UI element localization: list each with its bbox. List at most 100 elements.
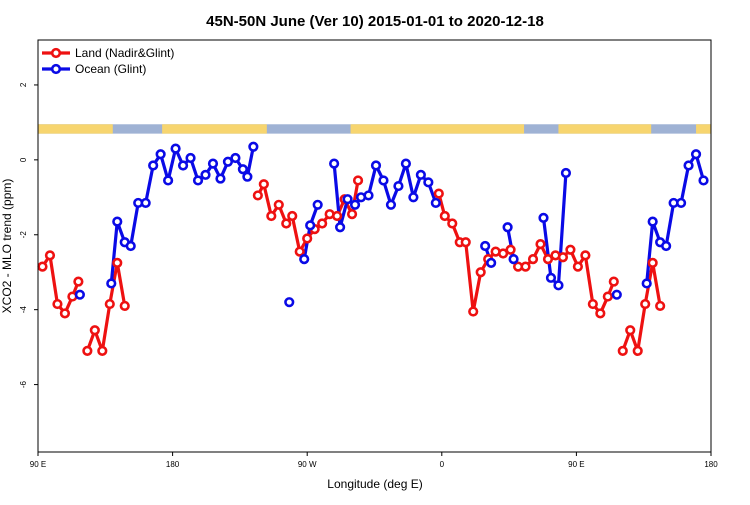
ocean-data-point	[502, 222, 513, 233]
land-data-point	[112, 257, 123, 268]
land-data-point	[527, 254, 539, 265]
ocean-data-point	[185, 152, 196, 164]
land-data-point	[447, 218, 458, 229]
land-data-point	[565, 244, 576, 255]
ocean-data-point	[545, 272, 557, 283]
land-strip-span	[38, 124, 113, 134]
ocean-data-point	[284, 297, 295, 308]
ocean-data-point	[423, 177, 434, 188]
land-data-point	[647, 257, 658, 268]
land-data-point	[640, 298, 651, 310]
land-data-point	[73, 276, 84, 287]
ocean-data-point	[363, 190, 374, 201]
land-data-point	[433, 188, 444, 199]
y-axis-label: XCO2 - MLO trend (ppm)	[0, 179, 14, 314]
ocean-data-point	[222, 156, 234, 167]
x-tick-label: 90 E	[568, 460, 584, 469]
ocean-data-point	[611, 289, 622, 300]
ocean-data-point	[370, 160, 382, 171]
ocean-data-point	[683, 160, 694, 171]
legend: Land (Nadir&Glint) Ocean (Glint)	[42, 46, 174, 76]
land-data-point	[352, 175, 364, 186]
land-data-point	[475, 267, 486, 278]
ocean-data-point	[170, 143, 181, 154]
ocean-data-point	[163, 175, 174, 186]
land-legend-label: Land (Nadir&Glint)	[75, 46, 174, 60]
land-data-point	[294, 246, 305, 257]
land-data-point	[52, 298, 63, 310]
ocean-legend-label: Ocean (Glint)	[75, 62, 146, 76]
ocean-data-point	[335, 222, 346, 233]
x-tick-label: 90 W	[298, 460, 317, 469]
land-data-point	[439, 210, 450, 222]
ocean-data-point	[393, 180, 404, 192]
x-tick-label: 180	[166, 460, 180, 469]
land-data-point	[59, 308, 71, 319]
land-data-point	[258, 179, 269, 190]
y-tick-label: -2	[19, 231, 28, 239]
land-data-point	[89, 325, 100, 336]
y-tick-label: 2	[19, 82, 28, 87]
ocean-data-point	[237, 164, 248, 175]
ocean-data-point	[400, 158, 412, 169]
land-data-point	[266, 210, 277, 222]
land-data-point	[97, 345, 108, 356]
ocean-data-point	[385, 199, 397, 210]
ocean-data-point	[538, 212, 549, 224]
land-data-point	[535, 239, 546, 250]
land-data-point	[580, 250, 591, 261]
land-data-point	[595, 308, 606, 319]
series-lines	[41, 146, 706, 353]
ocean-data-point	[349, 199, 361, 210]
ocean-data-point	[125, 240, 136, 252]
land-data-point	[287, 210, 298, 222]
surface-strip	[38, 124, 711, 134]
land-data-point	[104, 298, 115, 310]
ocean-data-point	[690, 149, 702, 160]
land-data-point	[252, 190, 263, 201]
ocean-data-point	[177, 160, 189, 171]
land-data-point	[346, 209, 358, 220]
series-points	[37, 141, 709, 356]
x-tick-label: 180	[704, 460, 718, 469]
land-data-point	[632, 345, 643, 356]
land-data-point	[602, 291, 613, 302]
land-data-point	[498, 248, 509, 259]
ocean-data-point	[430, 197, 441, 209]
land-data-point	[460, 237, 471, 248]
ocean-data-point	[408, 192, 419, 203]
land-data-point	[317, 218, 328, 229]
ocean-data-point	[486, 257, 497, 268]
chart-title: 45N-50N June (Ver 10) 2015-01-01 to 2020…	[206, 13, 544, 30]
ocean-data-point	[661, 240, 672, 252]
land-data-point	[608, 276, 619, 287]
land-data-point	[119, 300, 130, 312]
land-data-point	[273, 199, 284, 210]
ocean-data-point	[342, 194, 353, 205]
ocean-data-point	[305, 220, 316, 231]
ocean-data-point	[155, 149, 166, 160]
ocean-data-point	[207, 158, 219, 169]
ocean-data-point	[106, 278, 117, 289]
land-data-point	[37, 261, 48, 272]
ocean-data-point	[480, 240, 491, 252]
ocean-data-point	[200, 169, 211, 180]
ocean-data-point	[248, 141, 259, 152]
ocean-data-point	[378, 175, 389, 186]
land-data-point	[505, 244, 516, 255]
ocean-data-point	[215, 173, 226, 184]
ocean-data-point	[329, 158, 340, 169]
land-legend-marker	[50, 47, 62, 59]
land-data-point	[44, 250, 56, 261]
y-axis: 2 0 -2 -4 -6	[19, 82, 38, 388]
ocean-data-point	[698, 175, 709, 186]
ocean-data-point	[415, 169, 426, 180]
ocean-data-point	[299, 254, 310, 265]
ocean-data-point	[230, 152, 241, 164]
ocean-data-point	[148, 160, 159, 171]
ocean-series-line	[541, 172, 568, 287]
land-data-point	[587, 298, 598, 310]
ocean-data-point	[647, 216, 658, 227]
ocean-data-point	[112, 216, 123, 227]
